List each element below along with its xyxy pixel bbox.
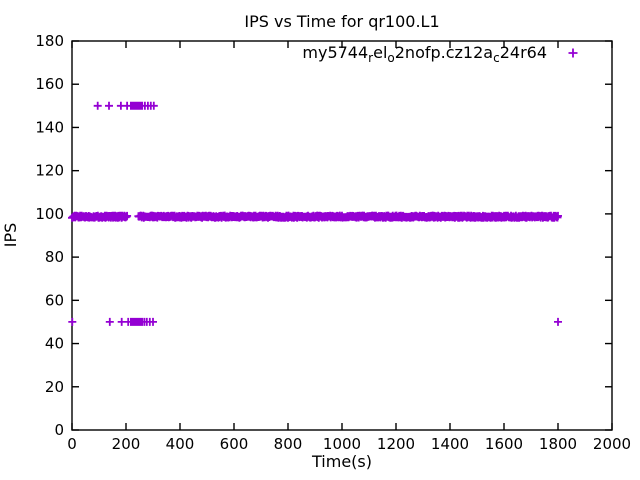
dip-points: [68, 317, 562, 326]
y-tick-label: 160: [35, 75, 64, 93]
y-tick-label: 20: [45, 378, 64, 396]
x-tick-label: 1000: [323, 435, 361, 453]
x-tick-label: 1800: [539, 435, 577, 453]
x-tick-label: 1200: [377, 435, 415, 453]
legend-label: my5744relo2nofp.cz12ac24r64: [302, 43, 547, 65]
x-tick-label: 200: [112, 435, 141, 453]
legend-label-segment: my5744: [302, 43, 368, 62]
legend-label-subscript: r: [368, 51, 373, 65]
x-tick-label: 800: [274, 435, 303, 453]
legend: my5744relo2nofp.cz12ac24r64: [302, 43, 578, 65]
legend-label-segment: el: [373, 43, 387, 62]
legend-label-segment: 24r64: [500, 43, 547, 62]
y-tick-label: 40: [45, 335, 64, 353]
x-axis-title: Time(s): [311, 452, 372, 471]
legend-marker-plus-icon: [568, 48, 578, 58]
y-tick-label: 0: [54, 421, 64, 439]
axis-ticks: 0 200 400 600 800 1000 1200 1400 1600 1800 2000 0 20…: [35, 32, 631, 453]
y-tick-label: 180: [35, 32, 64, 50]
legend-label-subscript: o: [387, 51, 394, 65]
legend-label-segment: 2nofp.cz12a: [395, 43, 493, 62]
x-tick-label: 400: [166, 435, 195, 453]
data-points: [68, 101, 562, 326]
y-tick-label: 80: [45, 248, 64, 266]
chart-title: IPS vs Time for qr100.L1: [244, 12, 439, 31]
x-tick-label: 1400: [431, 435, 469, 453]
x-tick-label: 2000: [593, 435, 631, 453]
steady-band-points: [68, 211, 562, 222]
y-axis-title: IPS: [1, 223, 20, 248]
x-tick-label: 600: [220, 435, 249, 453]
y-tick-label: 100: [35, 205, 64, 223]
x-tick-label: 1600: [485, 435, 523, 453]
spike-points: [93, 101, 158, 110]
legend-label-subscript: c: [493, 51, 500, 65]
y-tick-label: 120: [35, 162, 64, 180]
y-tick-label: 140: [35, 118, 64, 136]
y-tick-label: 60: [45, 291, 64, 309]
x-tick-label: 0: [67, 435, 77, 453]
